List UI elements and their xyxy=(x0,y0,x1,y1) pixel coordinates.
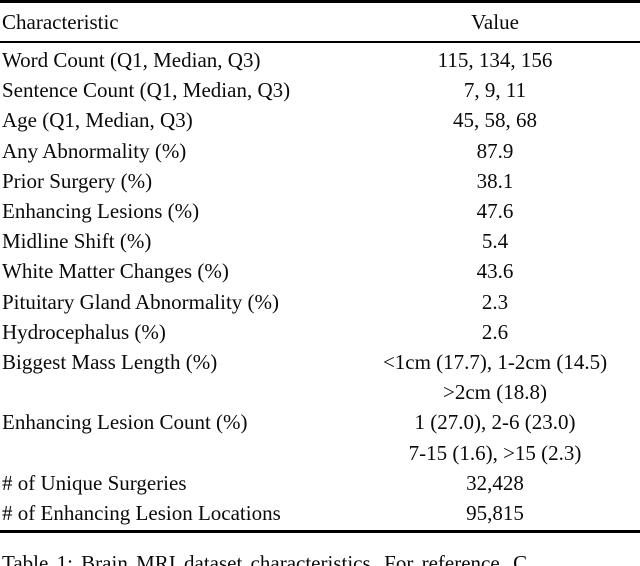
row-label: Biggest Mass Length (%) xyxy=(2,350,218,375)
row-label: Pituitary Gland Abnormality (%) xyxy=(2,289,280,314)
column-header-characteristic: Characteristic xyxy=(2,9,119,34)
table-header-rule xyxy=(0,41,640,43)
table-bottom-rule xyxy=(0,530,640,534)
table-row: Enhancing Lesions (%) 47.6 xyxy=(0,196,640,226)
table-row: Any Abnormality (%) 87.9 xyxy=(0,136,640,166)
table-row: # of Enhancing Lesion Locations 95,815 xyxy=(0,498,640,528)
table-row: Pituitary Gland Abnormality (%) 2.3 xyxy=(0,287,640,317)
table-row: # of Unique Surgeries 32,428 xyxy=(0,468,640,498)
row-label: Any Abnormality (%) xyxy=(2,138,187,163)
row-label: Age (Q1, Median, Q3) xyxy=(2,108,193,133)
row-value: 32,428 xyxy=(466,470,524,495)
row-value: 45, 58, 68 xyxy=(453,108,537,133)
table-row: Sentence Count (Q1, Median, Q3) 7, 9, 11 xyxy=(0,75,640,105)
table-row: Age (Q1, Median, Q3) 45, 58, 68 xyxy=(0,105,640,135)
row-value: 7, 9, 11 xyxy=(463,78,527,103)
row-label: White Matter Changes (%) xyxy=(2,259,229,284)
row-label: # of Enhancing Lesion Locations xyxy=(2,501,281,526)
table-header-row: Characteristic Value xyxy=(0,3,640,41)
row-value: 43.6 xyxy=(476,259,514,284)
row-label: Midline Shift (%) xyxy=(2,229,152,254)
row-label: Word Count (Q1, Median, Q3) xyxy=(2,48,261,72)
row-label: Hydrocephalus (%) xyxy=(2,319,166,344)
table-row: Biggest Mass Length (%) <1cm (17.7), 1-2… xyxy=(0,347,640,407)
row-label: Enhancing Lesions (%) xyxy=(2,199,200,224)
table-top-rule xyxy=(0,0,640,3)
table-row: Word Count (Q1, Median, Q3) 115, 134, 15… xyxy=(0,45,640,75)
row-label: Enhancing Lesion Count (%) xyxy=(2,410,248,435)
row-value: 5.4 xyxy=(481,229,509,254)
table-caption: Table 1: Brain MRI dataset characteristi… xyxy=(2,551,528,566)
column-header-value: Value xyxy=(471,9,519,34)
table-row: Prior Surgery (%) 38.1 xyxy=(0,166,640,196)
table-row: Hydrocephalus (%) 2.6 xyxy=(0,317,640,347)
row-value: 87.9 xyxy=(476,138,514,163)
table-row: White Matter Changes (%) 43.6 xyxy=(0,256,640,286)
row-label: Prior Surgery (%) xyxy=(2,168,153,193)
row-label: Sentence Count (Q1, Median, Q3) xyxy=(2,78,291,103)
row-label: # of Unique Surgeries xyxy=(2,470,187,495)
row-value: 95,815 xyxy=(466,501,524,526)
row-value: 2.3 xyxy=(481,289,509,314)
table-row: Enhancing Lesion Count (%) 1 (27.0), 2-6… xyxy=(0,407,640,467)
row-value: 2.6 xyxy=(481,319,509,344)
table-row: Midline Shift (%) 5.4 xyxy=(0,226,640,256)
row-value: 47.6 xyxy=(476,199,514,224)
row-value: <1cm (17.7), 1-2cm (14.5) >2cm (18.8) xyxy=(382,350,608,405)
row-value: 115, 134, 156 xyxy=(437,48,553,72)
row-value: 1 (27.0), 2-6 (23.0) 7-15 (1.6), >15 (2.… xyxy=(408,410,582,465)
table-body: Word Count (Q1, Median, Q3) 115, 134, 15… xyxy=(0,43,640,530)
row-value: 38.1 xyxy=(476,168,514,193)
